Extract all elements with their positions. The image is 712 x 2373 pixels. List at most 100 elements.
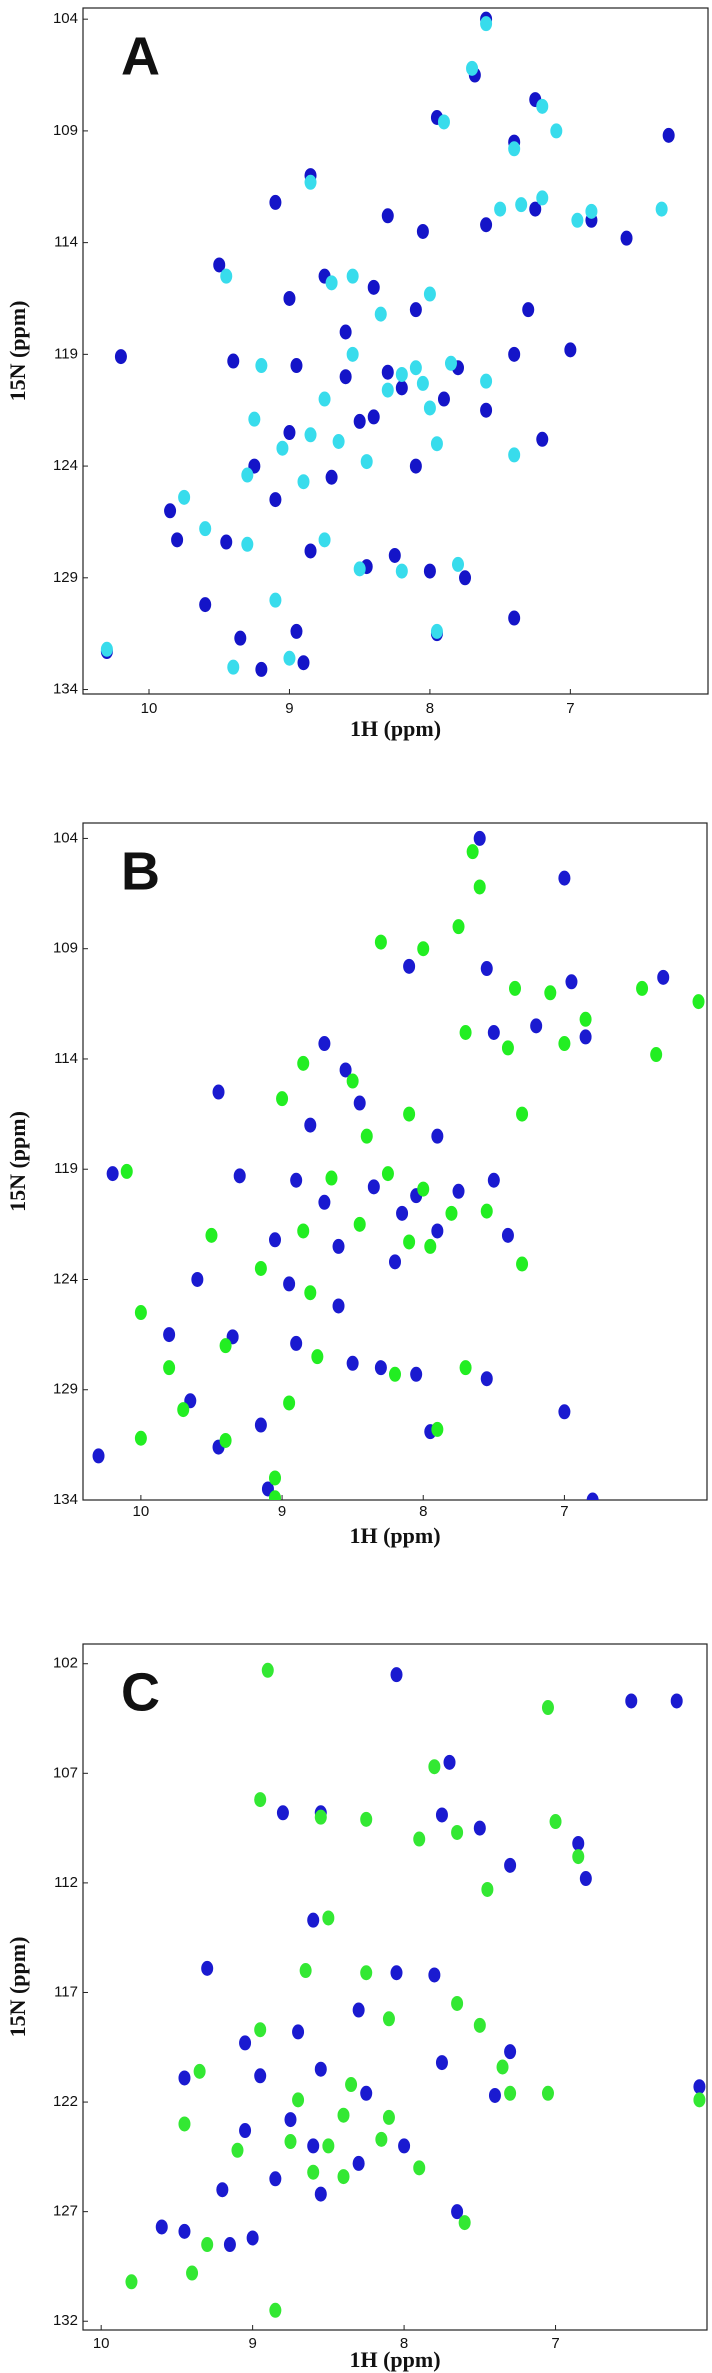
peak bbox=[473, 830, 486, 846]
peak bbox=[283, 425, 296, 441]
peak bbox=[191, 1271, 204, 1287]
peak bbox=[374, 306, 387, 322]
peak bbox=[297, 655, 310, 671]
peak bbox=[390, 1965, 403, 1981]
peak bbox=[92, 1448, 105, 1464]
peak bbox=[120, 1163, 133, 1179]
peak bbox=[693, 2092, 706, 2108]
peak bbox=[269, 2302, 282, 2318]
peak bbox=[325, 469, 338, 485]
peak bbox=[508, 447, 521, 463]
peak bbox=[254, 1260, 267, 1276]
peak bbox=[297, 474, 310, 490]
x-tick-label: 8 bbox=[400, 2335, 408, 2352]
peak bbox=[451, 1824, 464, 1840]
peak bbox=[155, 2219, 168, 2235]
y-tick-label: 127 bbox=[53, 2203, 78, 2220]
peak bbox=[655, 201, 668, 217]
peak bbox=[346, 346, 359, 362]
peak bbox=[536, 190, 549, 206]
peak bbox=[496, 2059, 509, 2075]
peak bbox=[171, 532, 184, 548]
peak bbox=[550, 123, 563, 139]
y-tick-label: 109 bbox=[53, 940, 78, 957]
peaks bbox=[92, 830, 705, 1500]
peak bbox=[657, 969, 670, 985]
peak bbox=[360, 1965, 373, 1981]
peak bbox=[375, 2131, 388, 2147]
peak bbox=[314, 1809, 327, 1825]
y-tick-label: 114 bbox=[54, 234, 78, 251]
peak bbox=[254, 1417, 267, 1433]
peak bbox=[297, 1223, 310, 1239]
x-tick-label: 7 bbox=[566, 700, 574, 717]
peak bbox=[388, 547, 401, 563]
peak bbox=[501, 1227, 514, 1243]
peak bbox=[283, 290, 296, 306]
peak bbox=[255, 661, 268, 677]
peak bbox=[255, 358, 268, 374]
peak bbox=[199, 521, 212, 537]
y-tick-label: 134 bbox=[53, 1491, 78, 1508]
peak bbox=[269, 1232, 281, 1248]
peak bbox=[416, 223, 429, 239]
y-tick-label: 134 bbox=[53, 680, 78, 697]
peak bbox=[487, 1172, 500, 1188]
peak bbox=[487, 1024, 500, 1040]
peak bbox=[186, 2265, 199, 2281]
x-tick-label: 9 bbox=[248, 2335, 256, 2352]
peak bbox=[100, 641, 113, 657]
peak bbox=[332, 1238, 345, 1254]
y-axis-label: 15N (ppm) bbox=[5, 1111, 30, 1212]
peak bbox=[227, 353, 240, 369]
peak bbox=[178, 2070, 191, 2086]
peak bbox=[494, 201, 507, 217]
peak bbox=[423, 563, 436, 579]
peak bbox=[346, 1073, 359, 1089]
peak bbox=[541, 1700, 554, 1716]
peak bbox=[395, 563, 408, 579]
peak bbox=[254, 2022, 267, 2038]
peak bbox=[254, 2068, 267, 2084]
peak bbox=[437, 391, 450, 407]
peak bbox=[114, 349, 127, 365]
peak bbox=[579, 1029, 592, 1045]
peak bbox=[381, 364, 394, 380]
y-tick-label: 124 bbox=[53, 1270, 78, 1287]
peak bbox=[536, 431, 549, 447]
peak bbox=[106, 1166, 119, 1182]
peak bbox=[220, 534, 233, 550]
peak bbox=[353, 1216, 366, 1232]
peak bbox=[564, 342, 577, 358]
peak bbox=[451, 2204, 464, 2220]
peak bbox=[346, 1355, 359, 1371]
peak bbox=[367, 279, 380, 295]
peak bbox=[459, 1024, 472, 1040]
peak bbox=[390, 1667, 403, 1683]
peak bbox=[572, 1835, 585, 1851]
y-axis-label: 15N (ppm) bbox=[5, 1937, 30, 2038]
peak bbox=[480, 16, 493, 32]
peak bbox=[177, 1402, 190, 1418]
peak bbox=[381, 382, 394, 398]
peak bbox=[337, 2169, 350, 2185]
peak bbox=[431, 1128, 444, 1144]
peak bbox=[307, 2164, 320, 2180]
peak bbox=[459, 570, 472, 586]
peak bbox=[360, 1128, 373, 1144]
peak bbox=[304, 174, 317, 190]
peak bbox=[219, 1432, 232, 1448]
peak bbox=[239, 2035, 252, 2051]
peak bbox=[205, 1227, 218, 1243]
peak bbox=[318, 532, 331, 548]
peak bbox=[307, 1912, 320, 1928]
x-tick-label: 9 bbox=[278, 1503, 286, 1520]
panel-letter: B bbox=[121, 841, 160, 901]
panel-letter: C bbox=[121, 1662, 160, 1722]
peak bbox=[416, 375, 429, 391]
peak bbox=[473, 2017, 486, 2033]
peak bbox=[239, 2123, 252, 2139]
peak bbox=[360, 1811, 373, 1827]
